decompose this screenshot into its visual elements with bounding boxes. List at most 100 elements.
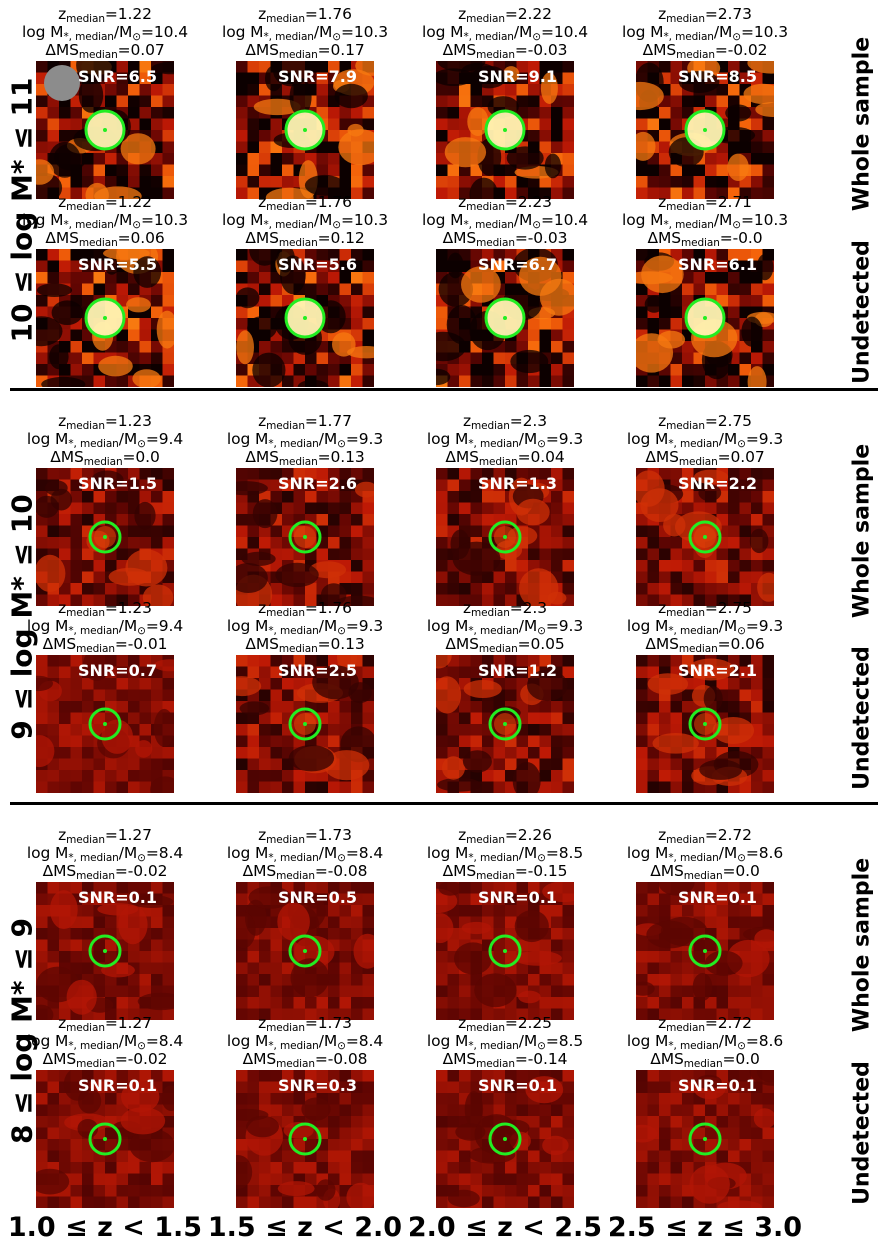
mass-median-value: 9.3 [358,430,384,448]
dms-median-line: ΔMSmedian=0.13 [245,635,365,655]
z-median-line: zmedian=1.23 [58,599,152,619]
center-dot [103,535,107,539]
dms-median-value: 0.13 [330,635,365,653]
stacked-map-image [236,1070,374,1208]
z-median-line: zmedian=1.76 [258,5,352,25]
z-median-line: zmedian=2.26 [458,826,552,846]
aperture-circle [288,934,322,968]
snr-label: SNR=9.1 [478,67,557,86]
mass-median-line: log M*, median/M⊙=9.4 [26,430,184,450]
sample-label: Whole sample [849,36,875,212]
mass-median-value: 9.4 [158,430,184,448]
z-median-value: 2.22 [517,5,552,23]
stacked-map-image [236,61,374,199]
center-dot [703,1137,707,1141]
stacked-map-image [36,468,174,606]
mass-median-line: log M*, median/M⊙=8.6 [626,844,784,864]
mass-bin-divider [10,388,878,391]
snr-value: 5.5 [128,255,157,274]
stacked-map: SNR=1.5 [36,468,174,606]
mass-median-value: 8.5 [558,1032,584,1050]
center-dot [103,316,107,320]
z-median-line: zmedian=1.73 [258,1014,352,1034]
aperture-circle [284,109,326,151]
snr-value: 2.2 [728,474,757,493]
snr-label: SNR=8.5 [678,67,757,86]
dms-median-line: ΔMSmedian=-0.03 [442,41,568,61]
stack-panel: zmedian=2.71 log M*, median/M⊙=10.3 ΔMSmed… [605,193,805,387]
dms-median-value: -0.02 [727,41,768,59]
mass-median-value: 10.3 [753,23,788,41]
mass-median-value: 8.6 [758,844,784,862]
z-median-line: zmedian=2.71 [658,193,752,213]
snr-label: SNR=0.7 [78,661,157,680]
z-median-line: zmedian=1.22 [58,5,152,25]
dms-median-line: ΔMSmedian=0.0 [50,448,160,468]
stacked-map: SNR=0.1 [36,1070,174,1208]
dms-median-line: ΔMSmedian=-0.14 [442,1050,568,1070]
dms-median-line: ΔMSmedian=0.04 [445,448,565,468]
aperture-circle [684,109,726,151]
snr-value: 0.1 [528,1076,557,1095]
z-median-value: 2.73 [717,5,752,23]
dms-median-value: -0.14 [527,1050,568,1068]
snr-label: SNR=6.7 [478,255,557,274]
snr-label: SNR=5.6 [278,255,357,274]
snr-label: SNR=5.5 [78,255,157,274]
stacked-map: SNR=2.6 [236,468,374,606]
z-median-line: zmedian=1.27 [58,826,152,846]
mass-median-value: 9.3 [358,617,384,635]
stack-panel: zmedian=1.77 log M*, median/M⊙=9.3 ΔMSmedi… [205,412,405,606]
mass-median-value: 8.4 [158,844,184,862]
stacked-map-image [636,249,774,387]
stack-panel: zmedian=2.26 log M*, median/M⊙=8.5 ΔMSmedi… [405,826,605,1020]
stacked-map: SNR=0.3 [236,1070,374,1208]
z-median-line: zmedian=2.75 [658,599,752,619]
sample-label: Undetected [849,1061,875,1205]
z-median-line: zmedian=2.3 [462,412,548,432]
stack-panel: zmedian=1.27 log M*, median/M⊙=8.4 ΔMSmedi… [5,826,205,1020]
dms-median-value: -0.03 [527,41,568,59]
mass-median-value: 10.4 [553,23,588,41]
redshift-bin-label: 1.0 ≤ z < 1.5 [7,1212,203,1243]
redshift-bin-label: 1.5 ≤ z < 2.0 [207,1212,403,1243]
dms-median-line: ΔMSmedian=0.0 [650,1050,760,1070]
dms-median-value: 0.0 [735,862,760,880]
snr-value: 6.1 [728,255,757,274]
mass-median-value: 9.3 [558,617,584,635]
stacked-map-image [636,655,774,793]
stacked-map-image [436,249,574,387]
center-dot [103,722,107,726]
dms-median-line: ΔMSmedian=-0.0 [647,229,763,249]
mass-median-line: log M*, median/M⊙=8.4 [26,1032,184,1052]
mass-median-line: log M*, median/M⊙=8.4 [26,844,184,864]
z-median-value: 1.23 [117,599,152,617]
snr-label: SNR=7.9 [278,67,357,86]
center-dot [103,1137,107,1141]
z-median-line: zmedian=2.73 [658,5,752,25]
dms-median-value: 0.13 [330,448,365,466]
stacked-map-image [236,882,374,1020]
mass-median-line: log M*, median/M⊙=10.4 [422,23,588,43]
z-median-value: 1.76 [317,5,352,23]
mass-median-value: 9.4 [158,617,184,635]
mass-median-value: 9.3 [758,617,784,635]
snr-value: 2.1 [728,661,757,680]
z-median-line: zmedian=2.75 [658,412,752,432]
aperture-circle [88,1122,122,1156]
center-dot [703,128,707,132]
stacked-map: SNR=0.7 [36,655,174,793]
aperture-circle [88,707,122,741]
dms-median-line: ΔMSmedian=0.06 [645,635,765,655]
dms-median-value: -0.08 [327,862,368,880]
snr-label: SNR=6.1 [678,255,757,274]
snr-label: SNR=0.1 [478,1076,557,1095]
sample-label: Whole sample [849,857,875,1033]
stacked-map-image [236,655,374,793]
aperture-circle [288,707,322,741]
snr-label: SNR=0.1 [78,1076,157,1095]
mass-median-line: log M*, median/M⊙=8.6 [626,1032,784,1052]
snr-value: 6.7 [528,255,557,274]
mass-median-line: log M*, median/M⊙=8.4 [226,844,384,864]
